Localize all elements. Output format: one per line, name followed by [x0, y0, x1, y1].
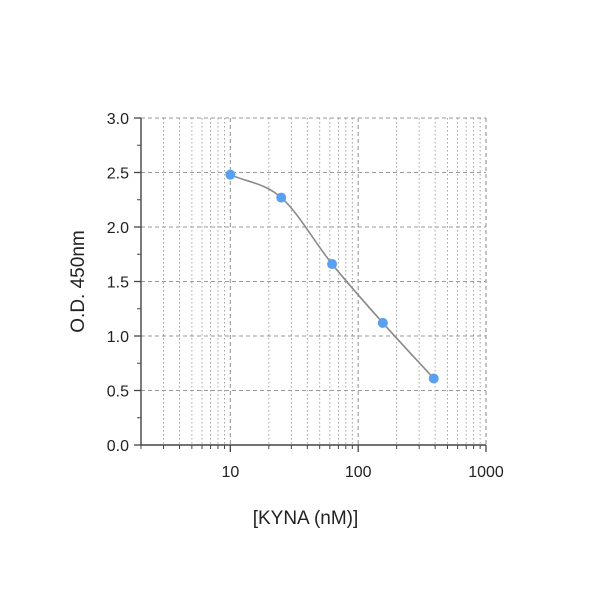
y-tick-label: 0.0: [107, 438, 129, 455]
data-point: [225, 169, 236, 180]
data-points: [225, 169, 439, 384]
grid: [140, 117, 487, 446]
data-point: [377, 317, 388, 328]
data-point: [327, 259, 338, 270]
axes: [134, 117, 487, 452]
x-tick-label: 1000: [468, 464, 504, 481]
tick-labels: 0.0 0.5 1.0 1.5 2.0 2.5 3.0 10 100 1000: [107, 111, 504, 481]
y-tick-label: 1.5: [107, 275, 129, 292]
fit-curve-layer: [230, 173, 435, 380]
y-axis-title: O.D. 450nm: [68, 230, 89, 332]
data-point: [428, 373, 439, 384]
x-tick-label: 100: [345, 464, 372, 481]
y-tick-label: 1.0: [107, 329, 129, 346]
y-tick-label: 2.5: [107, 166, 129, 183]
data-point: [276, 192, 287, 203]
y-tick-label: 2.0: [107, 220, 129, 237]
y-tick-label: 3.0: [107, 111, 129, 128]
x-axis-title: [KYNA (nM)]: [253, 508, 359, 529]
x-tick-label: 10: [221, 464, 239, 481]
y-tick-label: 0.5: [107, 384, 129, 401]
fit-curve: [230, 173, 435, 380]
